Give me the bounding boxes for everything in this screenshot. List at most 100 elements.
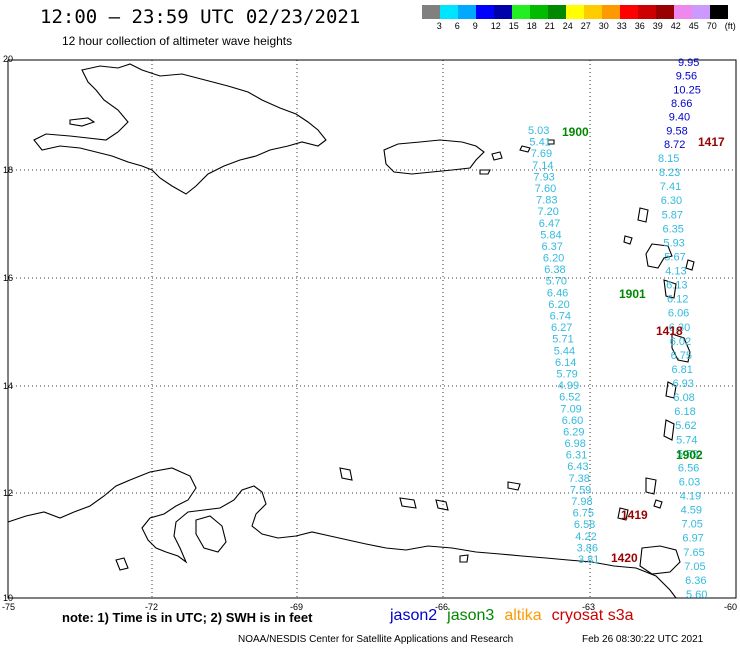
scale-swatch [512, 5, 530, 19]
pass-label-1901: 1901 [619, 287, 646, 301]
wave-height-value: 5.62 [675, 420, 696, 432]
credit-line: NOAA/NESDIS Center for Satellite Applica… [238, 634, 514, 645]
wave-height-value: 4.13 [665, 266, 686, 278]
track-east: 8.15 8.23 7.41 6.30 5.87 6.35 5.93 5.67 4.13 6.13… [658, 153, 707, 601]
legend-altika: altika [504, 607, 542, 624]
credit-timestamp: Feb 26 08:30:22 UTC 2021 [582, 634, 704, 645]
wave-height-value: 5.79 [556, 369, 577, 381]
scale-swatch [566, 5, 584, 19]
scale-swatch [476, 5, 494, 19]
lon-label: -63 [582, 602, 595, 612]
wave-height-value: 7.98 [571, 496, 592, 508]
wave-height-value: 6.27 [551, 322, 572, 334]
wave-height-value: 7.20 [538, 206, 559, 218]
scale-label: 24 [562, 21, 573, 31]
scale-label: 3 [436, 21, 442, 31]
wave-height-value: 6.35 [663, 223, 684, 235]
wave-height-value: 6.81 [672, 364, 693, 376]
wave-height-value: 7.05 [682, 519, 703, 531]
track-west: 5.035.417.697.147.937.607.837.206.475.84… [528, 125, 599, 566]
wave-height-value: 6.56 [678, 462, 699, 474]
satellite-legend: jason2 jason3 altika cryosat s3a [390, 607, 643, 625]
scale-swatch [674, 5, 692, 19]
scale-swatch [656, 5, 674, 19]
pass-label-1902: 1902 [676, 448, 703, 462]
wave-height-value: 6.47 [539, 218, 560, 230]
wave-height-value: 6.03 [679, 477, 700, 489]
wave-height-value: 6.20 [548, 299, 569, 311]
scale-label: 33 [616, 21, 627, 31]
wave-height-value: 6.37 [542, 241, 563, 253]
scale-swatch [548, 5, 566, 19]
wave-height-value: 6.60 [562, 415, 583, 427]
wave-height-value: 7.59 [570, 484, 591, 496]
graticule [8, 60, 736, 598]
grenada-coast [645, 477, 657, 495]
wave-height-value: 7.38 [569, 473, 590, 485]
legend-jason3: jason3 [447, 607, 495, 624]
coastlines [7, 63, 695, 599]
wave-height-value: 5.74 [676, 434, 697, 446]
color-scale-labels: 3 6 9 12 15 18 21 24 27 30 33 36 39 42 45 70 (ft) [422, 21, 740, 33]
wave-height-value: 8.72 [664, 139, 685, 151]
scale-label: 30 [598, 21, 609, 31]
lon-label: -75 [2, 602, 15, 612]
wave-height-value: 4.22 [575, 531, 596, 543]
wave-height-value: 6.12 [667, 294, 688, 306]
scale-swatch [494, 5, 512, 19]
wave-height-value: 5.87 [662, 209, 683, 221]
scale-swatch [530, 5, 548, 19]
scale-label: 6 [454, 21, 460, 31]
wave-height-value: 8.15 [658, 153, 679, 165]
wave-height-value: 6.29 [563, 427, 584, 439]
map-subtitle: 12 hour collection of altimeter wave hei… [62, 34, 293, 48]
wave-height-value: 6.13 [666, 280, 687, 292]
scale-swatch [620, 5, 638, 19]
wave-height-value: 10.25 [673, 84, 701, 96]
wave-height-value: 6.20 [543, 253, 564, 265]
lon-label: -60 [724, 602, 737, 612]
pass-label-1420: 1420 [611, 551, 638, 565]
wave-height-value: 6.43 [567, 461, 588, 473]
scale-swatch [584, 5, 602, 19]
legend-jason2: jason2 [390, 607, 438, 624]
wave-height-value: 6.46 [547, 287, 568, 299]
wave-height-value: 5.70 [546, 276, 567, 288]
wave-height-value: 9.58 [666, 125, 687, 137]
wave-height-value: 9.95 [678, 57, 699, 69]
lat-label: 18 [3, 165, 13, 175]
wave-height-value: 9.40 [669, 112, 690, 124]
wave-height-value: 7.69 [531, 148, 552, 160]
trinidad-coast [639, 545, 681, 575]
wave-height-value: 6.31 [566, 450, 587, 462]
pass-label-1900: 1900 [562, 125, 589, 139]
wave-height-value: 6.58 [574, 519, 595, 531]
wave-height-value: 3.86 [577, 542, 598, 554]
wave-height-value: 6.06 [668, 308, 689, 320]
wave-height-value: 5.71 [552, 334, 573, 346]
wave-height-value: 3.81 [578, 554, 599, 566]
venezuela-colombia-coast [7, 467, 677, 599]
wave-height-value: 5.84 [540, 229, 561, 241]
scale-swatch [602, 5, 620, 19]
scale-swatch [638, 5, 656, 19]
wave-height-value: 6.75 [573, 508, 594, 520]
scale-swatch [422, 5, 440, 19]
wave-height-value: 5.60 [686, 589, 707, 601]
wave-height-value: 6.74 [550, 311, 571, 323]
wave-height-value: 6.08 [673, 392, 694, 404]
wave-height-value: 6.14 [555, 357, 576, 369]
puerto-rico-coast [383, 139, 485, 175]
scale-swatch [458, 5, 476, 19]
wave-height-value: 6.38 [544, 264, 565, 276]
latitude-labels: 20 18 16 14 12 10 [3, 54, 13, 603]
scale-swatch [440, 5, 458, 19]
wave-height-value: 7.05 [684, 561, 705, 573]
wave-height-value: 5.03 [528, 125, 549, 137]
scale-label: 36 [634, 21, 645, 31]
lat-label: 12 [3, 488, 13, 498]
wave-height-value: 7.83 [536, 195, 557, 207]
map-title: 12:00 – 23:59 UTC 02/23/2021 [40, 6, 361, 28]
pass-labels: 1900 1901 1902 1417 1418 1419 1420 [562, 125, 725, 565]
wave-height-value: 5.41 [529, 137, 550, 149]
